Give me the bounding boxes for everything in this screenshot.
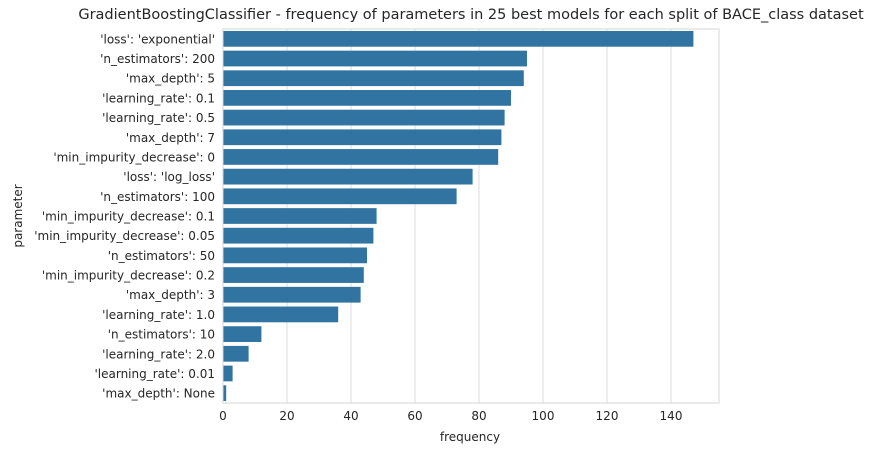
y-tick-label: 'learning_rate': 0.5 — [102, 111, 215, 125]
y-tick-label: 'n_estimators': 200 — [100, 52, 215, 66]
bars — [223, 30, 694, 402]
x-tick-label: 120 — [596, 409, 619, 423]
x-axis-label: frequency — [440, 430, 500, 444]
x-tick-labels: 0 20 40 60 80 100 120 140 — [219, 409, 682, 423]
y-tick-label: 'learning_rate': 0.01 — [94, 367, 215, 381]
x-tick-label: 140 — [660, 409, 683, 423]
bar — [223, 286, 361, 303]
plot-area-border — [222, 28, 720, 404]
y-tick-label: 'max_depth': None — [102, 387, 215, 401]
bar — [223, 30, 694, 47]
y-tick-label: 'loss': 'exponential' — [100, 32, 215, 46]
y-tick-label: 'learning_rate': 1.0 — [102, 308, 215, 322]
bar — [223, 168, 473, 185]
bar — [223, 365, 233, 382]
bar — [223, 267, 364, 283]
plot-frame — [222, 28, 720, 404]
y-tick-label: 'loss': 'log_loss' — [123, 170, 215, 184]
y-tick-label: 'learning_rate': 0.1 — [102, 91, 215, 105]
bar — [223, 129, 502, 146]
bar — [223, 70, 524, 87]
x-tick-label: 40 — [343, 409, 358, 423]
y-tick-label: 'min_impurity_decrease': 0 — [53, 150, 215, 164]
y-tick-label: 'learning_rate': 2.0 — [102, 347, 215, 361]
x-tick-label: 20 — [279, 409, 294, 423]
bar — [223, 227, 374, 244]
bar — [223, 90, 511, 106]
bar — [223, 208, 377, 224]
y-tick-labels: 'loss': 'exponential' 'n_estimators': 200… — [34, 32, 215, 400]
y-tick-label: 'min_impurity_decrease': 0.2 — [42, 269, 215, 283]
y-tick-label: 'min_impurity_decrease': 0.05 — [34, 229, 215, 243]
bar — [223, 149, 499, 165]
x-tick-label: 0 — [219, 409, 227, 423]
bar — [223, 247, 367, 264]
chart-title: GradientBoostingClassifier - frequency o… — [78, 7, 864, 23]
bar — [223, 50, 527, 67]
x-tick-label: 100 — [532, 409, 555, 423]
bar — [223, 306, 339, 323]
x-tick-label: 80 — [471, 409, 486, 423]
y-tick-label: 'max_depth': 5 — [126, 72, 215, 86]
x-tick-label: 60 — [407, 409, 422, 423]
y-tick-label: 'n_estimators': 100 — [100, 190, 215, 204]
y-tick-label: 'max_depth': 7 — [126, 131, 215, 145]
bar — [223, 188, 457, 205]
bar — [223, 326, 262, 342]
y-tick-label: 'max_depth': 3 — [126, 288, 215, 302]
bar — [223, 385, 227, 402]
bar — [223, 109, 505, 126]
y-tick-label: 'n_estimators': 50 — [108, 249, 215, 263]
y-tick-label: 'min_impurity_decrease': 0.1 — [42, 210, 215, 224]
y-tick-label: 'n_estimators': 10 — [108, 328, 215, 342]
bar — [223, 345, 249, 362]
y-axis-label: parameter — [11, 184, 25, 247]
